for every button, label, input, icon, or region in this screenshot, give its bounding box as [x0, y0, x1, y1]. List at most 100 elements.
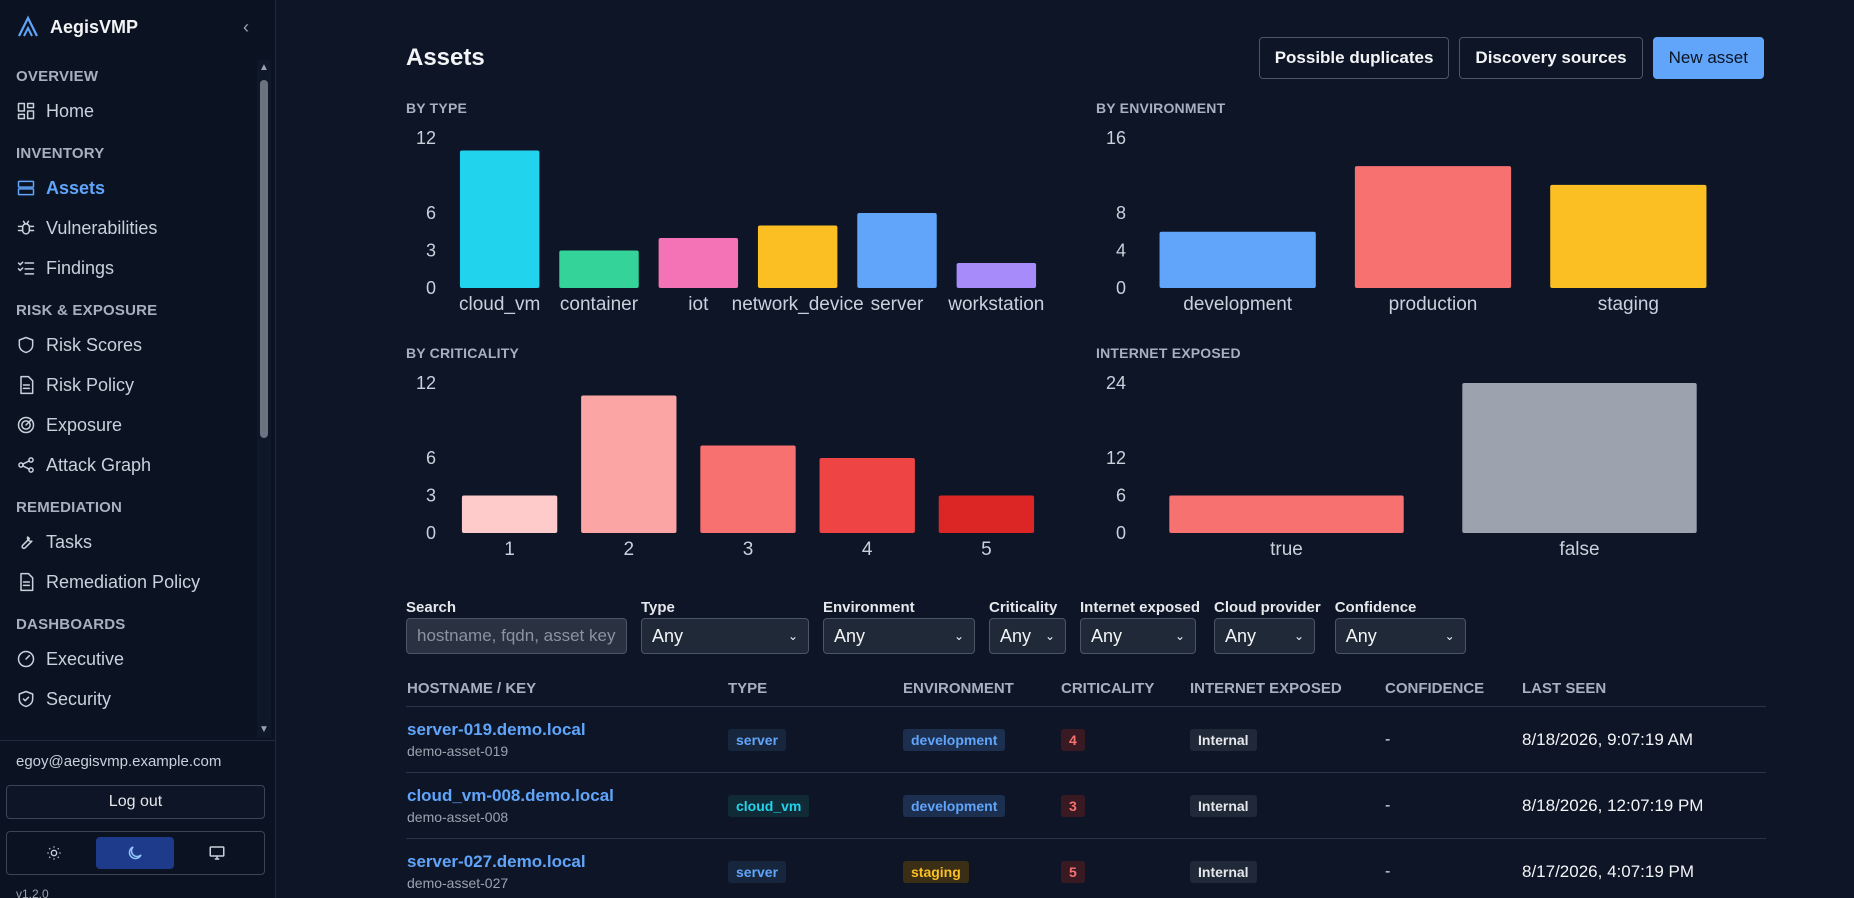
sun-icon	[47, 846, 61, 860]
bar-staging[interactable]	[1550, 184, 1707, 288]
table-row[interactable]: server-019.demo.local demo-asset-019 serv…	[406, 707, 1766, 773]
bar-container[interactable]	[559, 250, 639, 289]
sidebar-item-vulnerabilities[interactable]: Vulnerabilities	[0, 208, 256, 248]
bar-network_device[interactable]	[757, 225, 838, 289]
sidebar-item-remediation-policy[interactable]: Remediation Policy	[0, 562, 256, 602]
criticality-badge: 5	[1061, 860, 1085, 883]
select-value: Any	[1091, 625, 1123, 646]
table-row[interactable]: server-027.demo.local demo-asset-027 serv…	[406, 839, 1766, 898]
filter-select[interactable]: Any ⌄	[1334, 618, 1466, 654]
hostname-link[interactable]: server-027.demo.local	[407, 852, 586, 871]
chevron-down-icon: ⌄	[1044, 629, 1055, 643]
asset-key: demo-asset-008	[407, 809, 509, 825]
x-tick-label: server	[871, 294, 924, 314]
bar-false[interactable]	[1462, 383, 1697, 533]
column-header[interactable]: HOSTNAME / KEY	[407, 680, 537, 697]
exposure-badge: Internal	[1190, 794, 1257, 817]
dashboard-icon	[17, 102, 35, 120]
logout-button[interactable]: Log out	[6, 785, 265, 819]
sidebar-item-label: Exposure	[46, 414, 123, 435]
column-header[interactable]: ENVIRONMENT	[903, 680, 1014, 697]
bar-workstation[interactable]	[956, 263, 1037, 288]
bar-production[interactable]	[1354, 166, 1512, 288]
y-tick-label: 12	[416, 128, 436, 148]
filter-label: Confidence	[1334, 599, 1417, 616]
chart-title-internet-exposed: INTERNET EXPOSED	[1096, 345, 1241, 361]
y-tick-label: 3	[426, 241, 436, 261]
bar-cloud_vm[interactable]	[459, 150, 540, 289]
sidebar-item-risk-policy[interactable]: Risk Policy	[0, 365, 256, 405]
shield-icon	[18, 336, 34, 354]
x-tick-label: 3	[743, 539, 754, 559]
column-header[interactable]: LAST SEEN	[1522, 680, 1607, 697]
sidebar-item-security[interactable]: Security	[0, 679, 256, 719]
filter-select[interactable]: Any ⌄	[823, 618, 975, 654]
y-tick-label: 24	[1106, 373, 1126, 393]
confidence-cell: -	[1385, 796, 1391, 814]
bar-3[interactable]	[700, 445, 796, 534]
bar-server[interactable]	[857, 213, 937, 288]
discovery-sources-button[interactable]: Discovery sources	[1459, 37, 1643, 79]
theme-light-button[interactable]	[15, 837, 93, 869]
sidebar-item-label: Findings	[46, 257, 115, 278]
sidebar-nav: OVERVIEW Home INVENTORY Assets Vulnerabiliti…	[0, 54, 256, 740]
checklist-icon	[17, 261, 35, 275]
bar-5[interactable]	[938, 495, 1035, 534]
theme-system-button[interactable]	[178, 837, 256, 869]
share-icon	[18, 457, 34, 473]
scroll-down-icon[interactable]: ▼	[259, 724, 269, 735]
filter-select[interactable]: Any ⌄	[989, 618, 1066, 654]
sidebar-item-assets[interactable]: Assets	[0, 168, 256, 208]
theme-dark-button[interactable]	[96, 837, 175, 869]
hostname-link[interactable]: cloud_vm-008.demo.local	[407, 786, 614, 805]
nav-section-label: DASHBOARDS	[16, 616, 126, 633]
environment-badge: development	[903, 728, 1006, 751]
bar-1[interactable]	[461, 495, 558, 534]
scroll-up-icon[interactable]: ▲	[259, 62, 269, 73]
table-row[interactable]: cloud_vm-008.demo.local demo-asset-008 cl…	[406, 773, 1766, 839]
bar-iot[interactable]	[658, 238, 739, 288]
column-header[interactable]: TYPE	[728, 680, 768, 697]
new-asset-button[interactable]: New asset	[1652, 37, 1764, 79]
y-tick-label: 16	[1106, 128, 1126, 148]
hostname-link[interactable]: server-019.demo.local	[407, 720, 586, 739]
filter-select[interactable]: Any ⌄	[1214, 618, 1316, 654]
bar-true[interactable]	[1169, 495, 1404, 534]
sidebar-item-findings[interactable]: Findings	[0, 248, 256, 288]
filter-select[interactable]: Any ⌄	[1080, 618, 1196, 654]
brand: AegisVMP ‹	[0, 0, 275, 54]
type-badge: server	[728, 728, 787, 751]
collapse-sidebar-icon[interactable]: ‹	[243, 16, 249, 37]
sidebar-scrollbar[interactable]: ▲ ▼	[257, 60, 271, 738]
sidebar-item-label: Attack Graph	[46, 454, 152, 475]
column-header[interactable]: CRITICALITY	[1061, 680, 1155, 697]
bar-2[interactable]	[581, 395, 677, 534]
bar-4[interactable]	[819, 458, 915, 533]
sidebar-item-executive[interactable]: Executive	[0, 639, 256, 679]
column-header[interactable]: CONFIDENCE	[1385, 680, 1485, 697]
last-seen-cell: 8/18/2026, 9:07:19 AM	[1522, 729, 1694, 749]
app-name: AegisVMP	[50, 16, 139, 37]
column-header[interactable]: INTERNET EXPOSED	[1190, 680, 1342, 697]
sidebar-item-tasks[interactable]: Tasks	[0, 522, 256, 562]
sidebar-item-risk-scores[interactable]: Risk Scores	[0, 325, 256, 365]
scrollbar-thumb[interactable]	[260, 80, 268, 438]
x-tick-label: 5	[981, 539, 992, 559]
filter-confidence: Confidence Any ⌄	[1334, 599, 1466, 654]
select-value: Any	[1345, 625, 1377, 646]
sidebar-item-home[interactable]: Home	[0, 91, 256, 131]
y-tick-label: 3	[426, 486, 436, 506]
bar-development[interactable]	[1159, 231, 1316, 288]
y-tick-label: 12	[416, 373, 436, 393]
filter-select[interactable]: Any ⌄	[641, 618, 809, 654]
x-tick-label: 1	[504, 539, 515, 559]
search-input[interactable]: hostname, fqdn, asset key	[406, 618, 627, 654]
chevron-down-icon: ⌄	[1293, 629, 1305, 643]
sidebar-item-exposure[interactable]: Exposure	[0, 405, 256, 445]
filter-selects: Type Any ⌄ Environment Any ⌄ Criticality Any…	[641, 599, 1466, 654]
possible-duplicates-button[interactable]: Possible duplicates	[1258, 37, 1450, 79]
filter-environment: Environment Any ⌄	[823, 599, 975, 654]
chevron-down-icon: ⌄	[953, 629, 964, 643]
sidebar-item-attack-graph[interactable]: Attack Graph	[0, 445, 256, 485]
